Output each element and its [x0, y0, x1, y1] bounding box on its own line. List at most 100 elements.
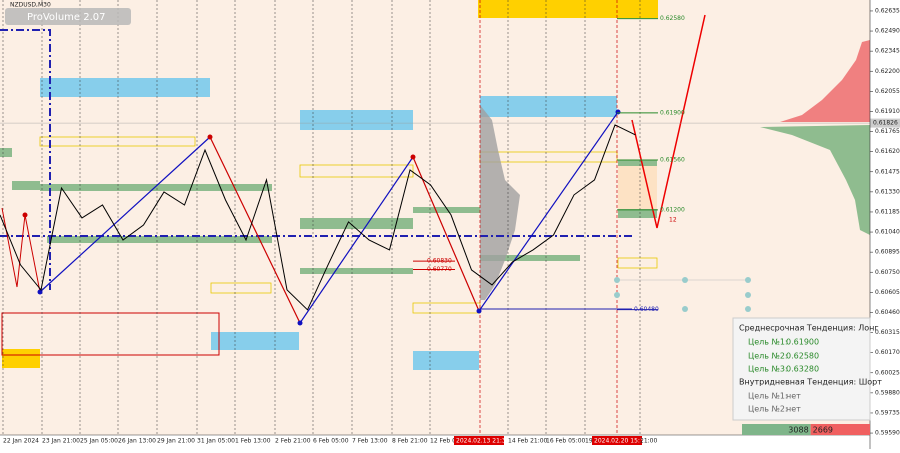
y-tick-label: 0.60460 [875, 309, 900, 316]
target: Цель №2: [748, 352, 788, 361]
indicator-box [5, 8, 131, 25]
volume-bar: 3088 2669 [742, 424, 870, 435]
y-tick-label: 0.62490 [875, 28, 900, 35]
target: нет [786, 392, 801, 401]
x-tick-label: 25 Jan 05:00 [80, 438, 118, 445]
symbol: NZDUSD,M30 [10, 2, 51, 9]
zone [300, 218, 413, 229]
axis-bg [870, 0, 900, 449]
dot [745, 277, 751, 283]
zone [210, 282, 272, 294]
x-tick-label: 2 Feb 21:00 [275, 438, 311, 445]
dot [745, 292, 751, 298]
zone [478, 0, 658, 18]
target: 0.62580 [786, 352, 819, 361]
x-tick-label: 26 Jan 13:00 [118, 438, 156, 445]
time-highlight [592, 436, 642, 445]
time-grid: 22 Jan 2024 23 Jan 21:00 25 Jan 05:00 26 Ja… [0, 0, 870, 445]
marker: 12 [669, 217, 677, 224]
x-tick-label: 21:00 [640, 438, 657, 445]
zone [2, 349, 40, 368]
zone [300, 110, 413, 130]
pivot [37, 289, 43, 295]
zones [0, 0, 870, 370]
panel-text: Среднесрочная Тенденция: Лонг Цель №1: 0… [739, 324, 882, 414]
volume-profile [760, 125, 870, 235]
y-tick-label: 0.61475 [875, 168, 900, 175]
zone [480, 96, 617, 117]
x-tick-label: 2024.02.13 21:30 [456, 438, 510, 445]
target: Цель №1: [748, 392, 788, 401]
zigzag [299, 156, 414, 324]
target: Цель №2: [748, 405, 788, 414]
zigzag [478, 111, 619, 312]
x-tick-label: 23 Jan 21:00 [42, 438, 80, 445]
y-tick-label: 0.60025 [875, 369, 900, 376]
zigzag [209, 136, 301, 324]
zone [618, 160, 657, 166]
y-tick-label: 0.61185 [875, 208, 900, 215]
trend: Внутридневная Тенденция: Шорт [739, 378, 882, 387]
volume-profile [780, 40, 870, 122]
target: нет [786, 405, 801, 414]
zone [299, 164, 414, 178]
zone [39, 136, 196, 147]
x-tick-label: 16 Feb 05:00 [546, 438, 586, 445]
dot [682, 306, 688, 312]
x-tick-label: 1 Feb 13:00 [235, 438, 271, 445]
y-tick-label: 0.61040 [875, 229, 900, 236]
zone [480, 255, 580, 261]
zone [617, 257, 658, 269]
pivot [410, 154, 416, 160]
zone [1, 312, 220, 356]
zone [12, 181, 40, 190]
price-tag-label: 0.61826 [873, 120, 898, 127]
y-tick-label: 0.60750 [875, 269, 900, 276]
y-tick-label: 0.61910 [875, 108, 900, 115]
dot [682, 277, 688, 283]
zone [413, 351, 479, 370]
zone [40, 78, 210, 97]
zigzag [39, 136, 211, 293]
zone [413, 207, 480, 213]
x-tick-label: 22 Jan 2024 [3, 438, 39, 445]
y-tick-label: 0.59590 [875, 430, 900, 437]
level-line [0, 29, 51, 290]
dot [614, 277, 620, 283]
y-tick-label: 0.60895 [875, 249, 900, 256]
dot [614, 292, 620, 298]
target: 0.63280 [786, 365, 819, 374]
y-tick-label: 0.61330 [875, 188, 900, 195]
y-tick-label: 0.61765 [875, 128, 900, 135]
pivot [297, 320, 303, 326]
y-tick-label: 0.60315 [875, 329, 900, 336]
x-tick-label: 31 Jan 05:00 [197, 438, 235, 445]
level-label: 0.61900 [660, 109, 685, 116]
zone [0, 148, 12, 157]
zone [40, 184, 272, 191]
pivot [207, 134, 213, 140]
info-panel [732, 317, 871, 421]
x-tick-label: 14 Feb 21:00 [508, 438, 548, 445]
y-tick-label: 0.62200 [875, 68, 900, 75]
dot [745, 306, 751, 312]
y-tick-label: 0.60170 [875, 349, 900, 356]
y-tick-label: 0.59735 [875, 409, 900, 416]
x-tick-label: 8 Feb 21:00 [392, 438, 428, 445]
sell-volume [810, 424, 870, 435]
time-highlight [454, 436, 504, 445]
zone [300, 268, 413, 274]
zone [47, 236, 272, 243]
x-tick-label: 7 Feb 13:00 [352, 438, 388, 445]
zigzag [412, 156, 480, 312]
target: Цель №1: [748, 338, 788, 347]
y-tick-label: 0.59880 [875, 389, 900, 396]
pivot [476, 308, 482, 314]
y-tick-label: 0.62345 [875, 48, 900, 55]
x-tick-label: 19 [585, 438, 593, 445]
y-tick-label: 0.62055 [875, 88, 900, 95]
volume-profile [480, 105, 520, 300]
indicator-name: ProVolume 2.07 [27, 12, 106, 23]
drawings [0, 0, 751, 435]
